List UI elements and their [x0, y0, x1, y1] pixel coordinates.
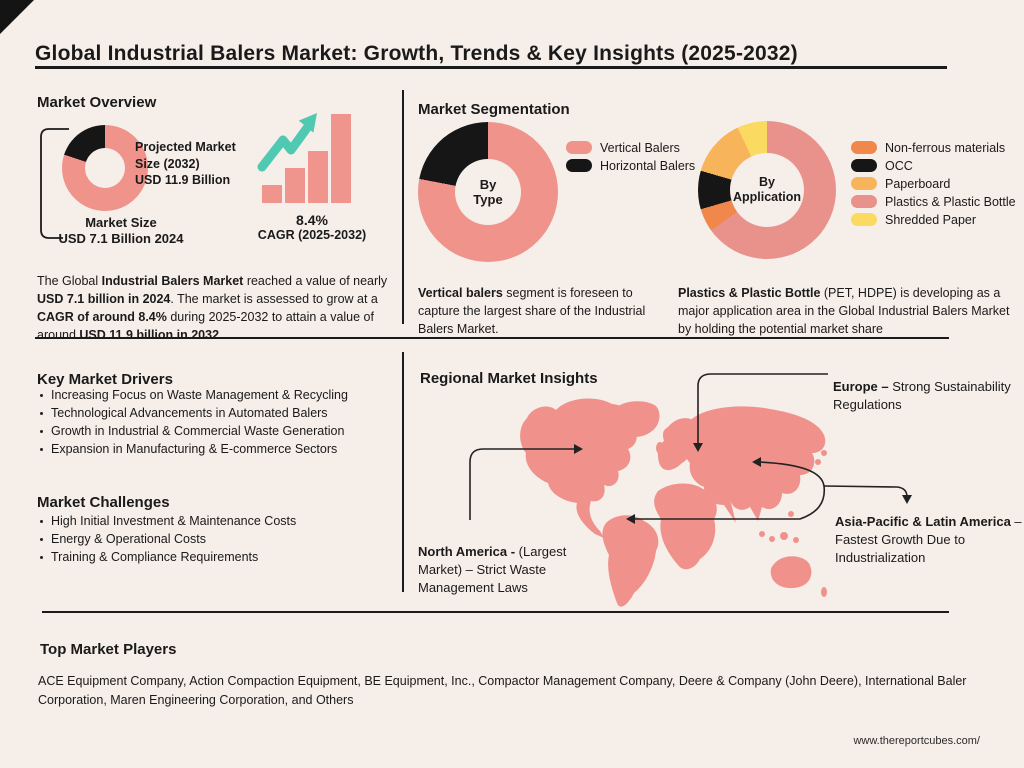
by-type-legend: Vertical Balers Horizontal Balers — [566, 140, 696, 173]
legend-item: Non-ferrous materials — [851, 140, 1016, 155]
regional-insights-heading: Regional Market Insights — [420, 370, 598, 388]
key-market-drivers-list: Increasing Focus on Waste Management & R… — [37, 386, 397, 458]
legend-swatch-plastics — [851, 195, 877, 208]
growth-trend-arrow-icon — [257, 113, 317, 172]
legend-label: Horizontal Balers — [600, 158, 696, 173]
market-challenges-heading: Market Challenges — [37, 494, 170, 512]
bar — [262, 185, 282, 203]
vertical-divider-bottom — [402, 352, 404, 592]
title-divider — [35, 66, 947, 69]
market-size-label-text: Market Size — [85, 215, 157, 230]
horizontal-divider-bottom — [42, 611, 949, 613]
challenge-item: Training & Compliance Requirements — [37, 548, 397, 566]
legend-item: Shredded Paper — [851, 212, 1016, 227]
asia-pacific-latin-america-label: Asia-Pacific & Latin America – Fastest G… — [835, 514, 1022, 565]
world-map — [469, 373, 912, 607]
regional-market-insights-section: Regional Market Insights — [410, 352, 1024, 614]
website-url: www.thereportcubes.com/ — [853, 735, 980, 747]
market-size-2024-label: Market Size USD 7.1 Billion 2024 — [40, 215, 202, 247]
legend-swatch-vertical-balers — [566, 141, 592, 154]
legend-label: Vertical Balers — [600, 140, 680, 155]
donut-hole — [85, 148, 125, 188]
market-challenges-list: High Initial Investment & Maintenance Co… — [37, 512, 397, 566]
by-application-center-label: By Application — [732, 175, 802, 204]
by-type-donut-chart: By Type — [418, 122, 558, 262]
market-size-value-text: USD 7.1 Billion 2024 — [58, 231, 184, 246]
driver-item: Growth in Industrial & Commercial Waste … — [37, 422, 397, 440]
callout-lines — [469, 373, 908, 520]
cagr-value: 8.4% — [296, 212, 328, 228]
market-segmentation-heading: Market Segmentation — [418, 101, 570, 119]
legend-swatch-non-ferrous — [851, 141, 877, 154]
projected-label-text: Projected Market Size (2032) — [135, 140, 236, 171]
legend-swatch-horizontal-balers — [566, 159, 592, 172]
market-overview-summary: The Global Industrial Balers Market reac… — [37, 273, 388, 342]
driver-item: Technological Advancements in Automated … — [37, 404, 397, 422]
market-size-donut-chart — [62, 125, 148, 211]
by-type-center-label: By Type — [473, 177, 503, 207]
challenge-item: Energy & Operational Costs — [37, 530, 397, 548]
driver-item: Increasing Focus on Waste Management & R… — [37, 386, 397, 404]
legend-item: Horizontal Balers — [566, 158, 696, 173]
europe-label: Europe – Strong Sustainability Regulatio… — [833, 379, 1011, 412]
legend-item: Plastics & Plastic Bottle — [851, 194, 1016, 209]
north-america-label: North America - (Largest Market) – Stric… — [418, 544, 567, 595]
legend-swatch-occ — [851, 159, 877, 172]
top-market-players-heading: Top Market Players — [40, 641, 177, 659]
by-type-note: Vertical balers segment is foreseen to c… — [418, 285, 646, 336]
bar — [308, 151, 328, 203]
legend-label: Paperboard — [885, 176, 951, 191]
market-overview-heading: Market Overview — [37, 94, 157, 112]
by-application-donut-chart: By Application — [698, 121, 836, 259]
page-title: Global Industrial Balers Market: Growth,… — [35, 42, 798, 66]
vertical-divider-top — [402, 90, 404, 324]
by-application-note: Plastics & Plastic Bottle (PET, HDPE) is… — [678, 285, 1010, 336]
corner-triangle-decoration — [0, 0, 34, 34]
callout-arrowheads — [574, 443, 912, 524]
legend-item: Paperboard — [851, 176, 1016, 191]
legend-swatch-shredded-paper — [851, 213, 877, 226]
cagr-caption: CAGR (2025-2032) — [257, 228, 367, 242]
market-size-callout-bracket — [40, 128, 69, 239]
bar — [331, 114, 351, 203]
continents — [520, 398, 827, 607]
top-market-players-text: ACE Equipment Company, Action Compaction… — [38, 673, 967, 707]
key-market-drivers-heading: Key Market Drivers — [37, 371, 173, 389]
legend-label: Non-ferrous materials — [885, 140, 1006, 155]
challenge-item: High Initial Investment & Maintenance Co… — [37, 512, 397, 530]
legend-item: Vertical Balers — [566, 140, 695, 155]
by-application-legend: Non-ferrous materials OCC Paperboard Pla… — [851, 140, 1016, 227]
legend-label: Plastics & Plastic Bottle — [885, 194, 1016, 209]
legend-swatch-paperboard — [851, 177, 877, 190]
bar — [285, 168, 305, 203]
legend-item: OCC — [851, 158, 1016, 173]
driver-item: Expansion in Manufacturing & E-commerce … — [37, 440, 397, 458]
projected-value-text: USD 11.9 Billion — [135, 173, 231, 187]
projected-market-size-label: Projected Market Size (2032) USD 11.9 Bi… — [135, 139, 253, 189]
cagr-bar-chart — [262, 111, 362, 203]
horizontal-divider-middle — [35, 337, 949, 339]
legend-label: Shredded Paper — [885, 212, 977, 227]
legend-label: OCC — [885, 158, 913, 173]
cagr-label: 8.4% CAGR (2025-2032) — [252, 212, 372, 242]
